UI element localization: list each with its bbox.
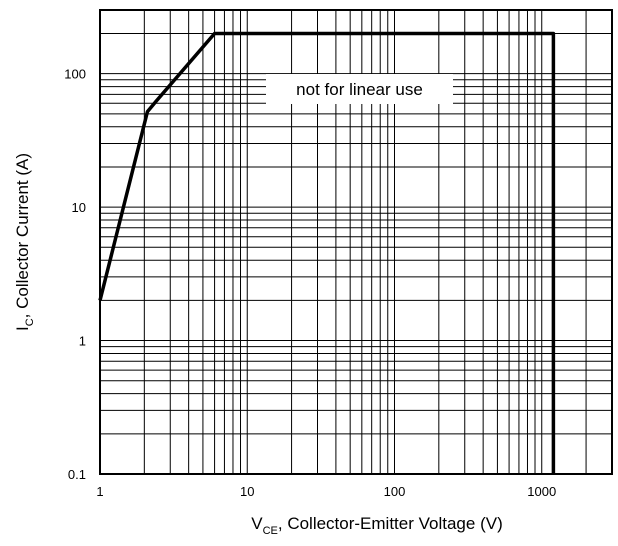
safe-operating-area-line: [98, 31, 556, 474]
y-tick-label: 100: [64, 67, 86, 82]
x-axis-title-subscript: CE: [263, 525, 278, 537]
x-tick-label: 1000: [527, 484, 556, 499]
annotation-background: [266, 74, 453, 104]
x-axis-title-main: V: [251, 514, 263, 533]
x-axis-title-rest: , Collector-Emitter Voltage (V): [278, 514, 503, 533]
y-tick-label: 10: [72, 200, 86, 215]
y-axis-title-rest: , Collector Current (A): [13, 153, 32, 318]
y-tick-label: 0.1: [68, 467, 86, 482]
x-tick-labels: 1 10 100 1000: [96, 484, 556, 499]
y-axis-title: IC, Collector Current (A): [13, 153, 36, 331]
x-tick-label: 10: [240, 484, 254, 499]
y-tick-label: 1: [79, 334, 86, 349]
y-axis-title-main: I: [13, 326, 32, 331]
y-tick-labels: 0.1 1 10 100: [64, 67, 86, 482]
x-axis-title: VCE, Collector-Emitter Voltage (V): [251, 514, 502, 537]
x-tick-label: 1: [96, 484, 103, 499]
x-tick-label: 100: [384, 484, 406, 499]
plot-frame: [99, 9, 613, 475]
annotation-label: not for linear use: [296, 80, 423, 99]
y-axis-title-subscript: C: [24, 318, 36, 326]
